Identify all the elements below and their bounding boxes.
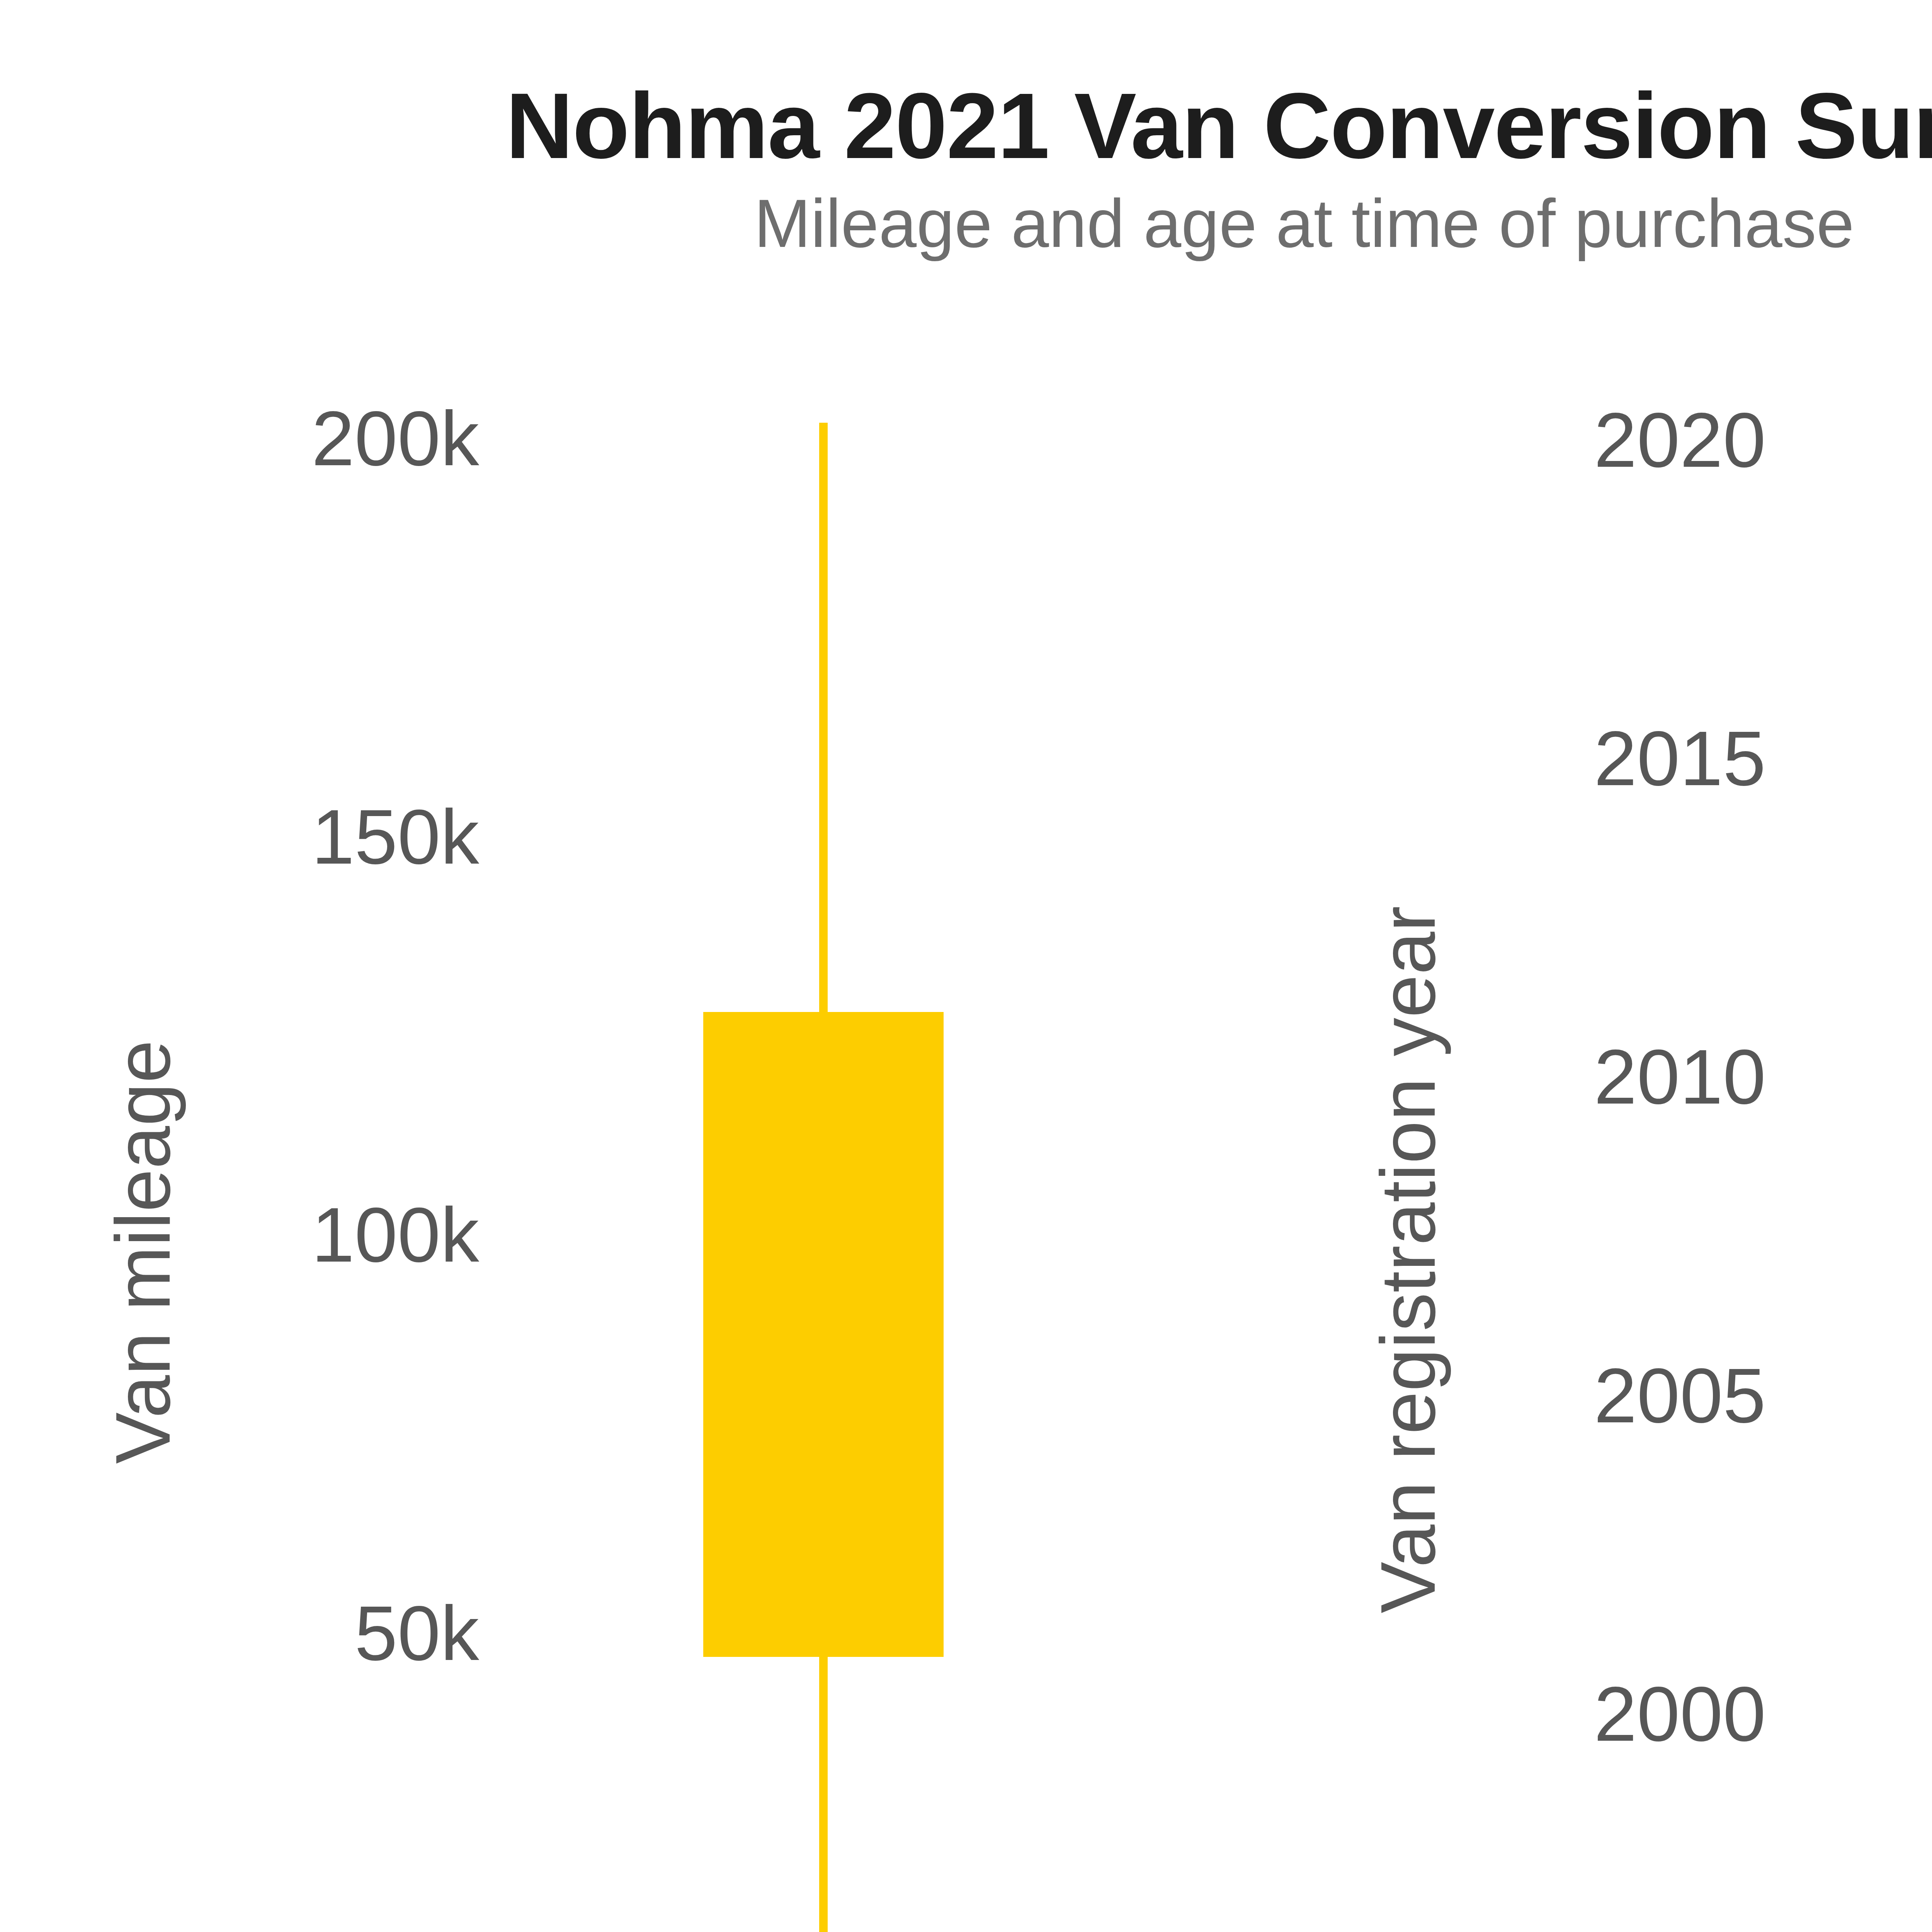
van-registration-year-tick-label: 2000 <box>1418 1675 1766 1753</box>
van-mileage-tick-label: 100k <box>131 1196 479 1274</box>
y-axis-title-registration-year: Van registration year <box>1369 906 1447 1614</box>
van-mileage-tick-label: 200k <box>131 400 479 477</box>
chart-canvas: Nohma 2021 Van Conversion Survey Mileage… <box>0 0 1932 1932</box>
van-registration-year-tick-label: 2005 <box>1418 1357 1766 1434</box>
chart-subtitle: Mileage and age at time of purchase <box>754 186 1854 261</box>
van-registration-year-tick-label: 2020 <box>1418 401 1766 479</box>
chart-title: Nohma 2021 Van Conversion Survey <box>506 74 1932 177</box>
van-mileage-tick-label: 150k <box>131 798 479 876</box>
van-mileage-tick-label: 50k <box>131 1595 479 1672</box>
van-registration-year-tick-label: 2010 <box>1418 1038 1766 1116</box>
van-registration-year-tick-label: 2015 <box>1418 720 1766 797</box>
van-mileage-box <box>703 1012 944 1657</box>
